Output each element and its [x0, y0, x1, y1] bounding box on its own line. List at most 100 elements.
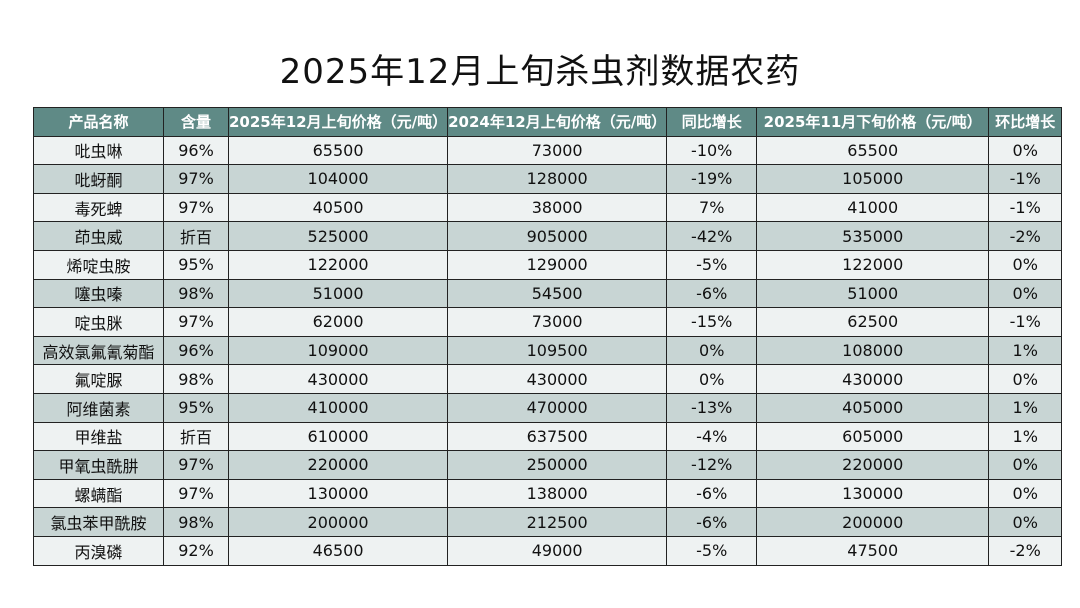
cell-text: 啶虫脒: [74, 313, 123, 333]
cell-text: 1%: [1012, 341, 1038, 361]
table-cell: 51000: [227, 278, 449, 309]
table-cell: 525000: [227, 221, 449, 251]
table-cell: 98%: [163, 507, 229, 537]
header-row: 产品名称 含量 2025年12月上旬价格（元/吨） 2024年12月上旬价格（元/吨）…: [33, 107, 1063, 137]
table-cell: 噻虫嗪: [33, 278, 164, 309]
cell-text: 0%: [1012, 255, 1038, 275]
cell-text: 104000: [307, 169, 369, 189]
cell-text: 470000: [526, 398, 588, 418]
table-cell: 200000: [756, 507, 990, 537]
cell-text: 97%: [178, 198, 214, 218]
cell-text: 92%: [178, 541, 214, 561]
cell-text: 605000: [842, 426, 904, 446]
cell-text: 甲维盐: [74, 428, 123, 448]
cell-text: 122000: [842, 255, 904, 275]
table-cell: 0%: [988, 278, 1063, 309]
cell-text: 129000: [526, 255, 588, 275]
table-cell: 47500: [756, 535, 990, 566]
table-cell: 46500: [227, 535, 449, 566]
table-cell: 62500: [756, 307, 990, 337]
cell-text: 49000: [531, 541, 583, 561]
cell-text: 2024年12月上旬价格（元/吨）: [448, 113, 667, 132]
table-cell: 130000: [227, 478, 449, 509]
cell-text: 0%: [699, 369, 725, 389]
table-cell: -4%: [666, 421, 758, 452]
table-cell: -6%: [666, 278, 758, 309]
cell-text: 2025年12月上旬价格（元/吨）: [229, 113, 448, 132]
table-cell: 丙溴磷: [33, 535, 164, 566]
cell-text: 0%: [1012, 283, 1038, 303]
table-cell: -6%: [666, 507, 758, 537]
table-cell: 905000: [447, 221, 668, 251]
cell-text: 109000: [307, 341, 369, 361]
cell-text: 405000: [842, 398, 904, 418]
table-cell: 49000: [447, 535, 668, 566]
cell-text: 73000: [531, 312, 583, 332]
table-cell: 430000: [227, 364, 449, 394]
cell-text: 产品名称: [68, 113, 129, 132]
table-cell: 0%: [988, 249, 1063, 280]
table-cell: 0%: [988, 135, 1063, 166]
cell-text: -12%: [691, 455, 733, 475]
table-cell: 40500: [227, 192, 449, 223]
table-cell: -42%: [666, 221, 758, 251]
cell-text: 氟啶脲: [74, 371, 123, 391]
table-row: 氯虫苯甲酰胺 98% 200000 212500 -6% 200000 0%: [33, 507, 1063, 537]
cell-text: 200000: [307, 512, 369, 532]
table-cell: 200000: [227, 507, 449, 537]
cell-text: 0%: [699, 341, 725, 361]
cell-text: 65500: [847, 140, 899, 160]
table-cell: 95%: [163, 392, 229, 423]
table-row: 啶虫脒 97% 62000 73000 -15% 62500 -1%: [33, 307, 1063, 337]
table-cell: 122000: [756, 249, 990, 280]
table-cell: 螺螨酯: [33, 478, 164, 509]
table-cell: 430000: [756, 364, 990, 394]
table-cell: 96%: [163, 135, 229, 166]
table-cell: 605000: [756, 421, 990, 452]
cell-text: 46500: [312, 541, 364, 561]
cell-text: 7%: [699, 198, 725, 218]
cell-text: 130000: [307, 484, 369, 504]
header-cell: 含量: [163, 107, 229, 137]
table-cell: 51000: [756, 278, 990, 309]
cell-text: 200000: [842, 512, 904, 532]
table-row: 噻虫嗪 98% 51000 54500 -6% 51000 0%: [33, 278, 1063, 309]
table-cell: 98%: [163, 278, 229, 309]
cell-text: 0%: [1012, 455, 1038, 475]
header-cell: 2025年12月上旬价格（元/吨）: [227, 107, 449, 137]
cell-text: 220000: [307, 455, 369, 475]
table-row: 丙溴磷 92% 46500 49000 -5% 47500 -2%: [33, 535, 1063, 566]
header-cell: 2024年12月上旬价格（元/吨）: [447, 107, 668, 137]
table-cell: 122000: [227, 249, 449, 280]
table-cell: 吡虫啉: [33, 135, 164, 166]
table-row: 茚虫威 折百 525000 905000 -42% 535000 -2%: [33, 221, 1063, 251]
cell-text: 0%: [1012, 140, 1038, 160]
cell-text: 0%: [1012, 512, 1038, 532]
table-cell: 220000: [227, 450, 449, 480]
cell-text: 98%: [178, 512, 214, 532]
table-cell: -5%: [666, 249, 758, 280]
table-body: 吡虫啉 96% 65500 73000 -10% 65500 0% 吡蚜酮 97% 104000 1…: [33, 135, 1063, 566]
cell-text: 128000: [526, 169, 588, 189]
cell-text: 高效氯氟氰菊酯: [42, 342, 155, 362]
table-cell: 7%: [666, 192, 758, 223]
header-cell: 同比增长: [666, 107, 758, 137]
title: 2025年12月上旬杀虫剂数据农药: [279, 52, 801, 92]
table-cell: 氯虫苯甲酰胺: [33, 507, 164, 537]
table-cell: 105000: [756, 164, 990, 194]
cell-text: 130000: [842, 484, 904, 504]
cell-text: 97%: [178, 484, 214, 504]
cell-text: 610000: [307, 426, 369, 446]
table-cell: 41000: [756, 192, 990, 223]
cell-text: 51000: [847, 283, 899, 303]
cell-text: 108000: [842, 341, 904, 361]
cell-text: 97%: [178, 455, 214, 475]
cell-text: -2%: [1009, 541, 1041, 561]
table-cell: -1%: [988, 192, 1063, 223]
cell-text: 65500: [312, 140, 364, 160]
header-cell: 环比增长: [988, 107, 1063, 137]
cell-text: 430000: [526, 369, 588, 389]
cell-text: -6%: [696, 283, 728, 303]
table-cell: 535000: [756, 221, 990, 251]
